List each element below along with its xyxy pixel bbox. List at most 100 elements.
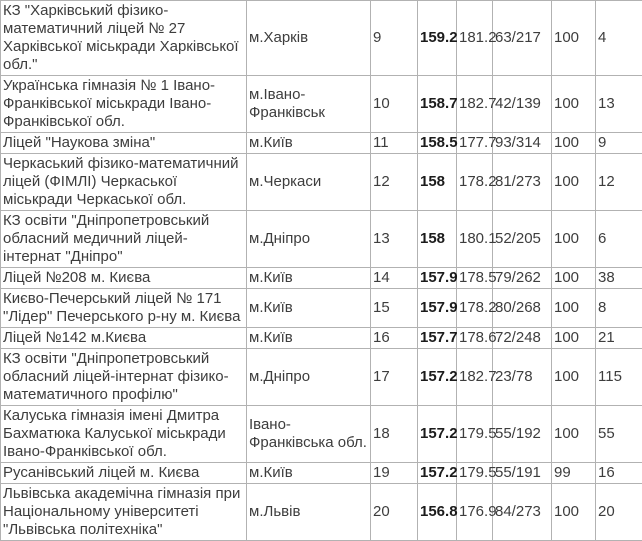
avg-score-cell: 180.1	[457, 211, 493, 268]
final-score-cell: 158.7	[418, 76, 457, 133]
ratio-cell: 42/139	[493, 76, 552, 133]
city-cell: м.Черкаси	[247, 154, 371, 211]
city-cell: м.Київ	[247, 289, 371, 328]
avg-score-cell: 179.5	[457, 463, 493, 484]
percent-cell: 100	[552, 211, 596, 268]
city-cell: м.Київ	[247, 328, 371, 349]
school-name-cell: Львівська академічна гімназія при Націон…	[1, 484, 247, 541]
percent-cell: 100	[552, 154, 596, 211]
avg-score-cell: 178.2	[457, 289, 493, 328]
table-row: КЗ "Харківський фізико-математичний ліце…	[1, 1, 642, 76]
final-score-cell: 157.7	[418, 328, 457, 349]
final-score-cell: 158	[418, 154, 457, 211]
school-name-cell: Ліцей №142 м.Києва	[1, 328, 247, 349]
table-row: Ліцей "Наукова зміна" м.Київ 11 158.5 17…	[1, 133, 642, 154]
school-name-cell: КЗ освіти "Дніпропетровський обласний ме…	[1, 211, 247, 268]
percent-cell: 100	[552, 406, 596, 463]
final-score-cell: 156.8	[418, 484, 457, 541]
count-cell: 115	[596, 349, 642, 406]
avg-score-cell: 182.7	[457, 349, 493, 406]
percent-cell: 100	[552, 484, 596, 541]
ratio-cell: 79/262	[493, 268, 552, 289]
school-name-cell: Черкаський фізико-математичний ліцей (ФІ…	[1, 154, 247, 211]
ratio-cell: 80/268	[493, 289, 552, 328]
percent-cell: 100	[552, 133, 596, 154]
avg-score-cell: 181.2	[457, 1, 493, 76]
city-cell: м.Київ	[247, 463, 371, 484]
count-cell: 8	[596, 289, 642, 328]
school-name-cell: КЗ освіти "Дніпропетровський обласний лі…	[1, 349, 247, 406]
avg-score-cell: 178.2	[457, 154, 493, 211]
rank-cell: 16	[371, 328, 418, 349]
rank-cell: 9	[371, 1, 418, 76]
final-score-cell: 158.5	[418, 133, 457, 154]
rank-cell: 18	[371, 406, 418, 463]
table-row: КЗ освіти "Дніпропетровський обласний лі…	[1, 349, 642, 406]
city-cell: м.Київ	[247, 133, 371, 154]
school-name-cell: КЗ "Харківський фізико-математичний ліце…	[1, 1, 247, 76]
rank-cell: 10	[371, 76, 418, 133]
city-cell: м.Дніпро	[247, 211, 371, 268]
count-cell: 55	[596, 406, 642, 463]
count-cell: 38	[596, 268, 642, 289]
count-cell: 21	[596, 328, 642, 349]
percent-cell: 100	[552, 349, 596, 406]
ratio-cell: 55/191	[493, 463, 552, 484]
school-name-cell: Українська гімназія № 1 Івано-Франківськ…	[1, 76, 247, 133]
rank-cell: 17	[371, 349, 418, 406]
rank-cell: 12	[371, 154, 418, 211]
avg-score-cell: 177.7	[457, 133, 493, 154]
final-score-cell: 157.9	[418, 268, 457, 289]
city-cell: м.Дніпро	[247, 349, 371, 406]
rank-cell: 14	[371, 268, 418, 289]
ratio-cell: 84/273	[493, 484, 552, 541]
count-cell: 12	[596, 154, 642, 211]
avg-score-cell: 178.6	[457, 328, 493, 349]
final-score-cell: 157.2	[418, 463, 457, 484]
percent-cell: 100	[552, 289, 596, 328]
table-row: Львівська академічна гімназія при Націон…	[1, 484, 642, 541]
count-cell: 4	[596, 1, 642, 76]
count-cell: 16	[596, 463, 642, 484]
table-row: Русанівський ліцей м. Києва м.Київ 19 15…	[1, 463, 642, 484]
final-score-cell: 159.2	[418, 1, 457, 76]
final-score-cell: 157.9	[418, 289, 457, 328]
percent-cell: 100	[552, 76, 596, 133]
table-row: Калуська гімназія імені Дмитра Бахматюка…	[1, 406, 642, 463]
rank-cell: 11	[371, 133, 418, 154]
school-name-cell: Ліцей "Наукова зміна"	[1, 133, 247, 154]
table-row: Ліцей №208 м. Києва м.Київ 14 157.9 178.…	[1, 268, 642, 289]
table-row: Українська гімназія № 1 Івано-Франківськ…	[1, 76, 642, 133]
ratio-cell: 81/273	[493, 154, 552, 211]
rank-cell: 15	[371, 289, 418, 328]
final-score-cell: 158	[418, 211, 457, 268]
avg-score-cell: 178.5	[457, 268, 493, 289]
school-name-cell: Ліцей №208 м. Києва	[1, 268, 247, 289]
avg-score-cell: 176.9	[457, 484, 493, 541]
rank-cell: 19	[371, 463, 418, 484]
ratio-cell: 55/192	[493, 406, 552, 463]
avg-score-cell: 179.5	[457, 406, 493, 463]
ratio-cell: 52/205	[493, 211, 552, 268]
school-name-cell: Русанівський ліцей м. Києва	[1, 463, 247, 484]
count-cell: 9	[596, 133, 642, 154]
rank-cell: 13	[371, 211, 418, 268]
city-cell: м.Харків	[247, 1, 371, 76]
ratio-cell: 63/217	[493, 1, 552, 76]
ratio-cell: 72/248	[493, 328, 552, 349]
ratio-cell: 23/78	[493, 349, 552, 406]
school-name-cell: Києво-Печерський ліцей № 171 "Лідер" Печ…	[1, 289, 247, 328]
percent-cell: 100	[552, 268, 596, 289]
rank-cell: 20	[371, 484, 418, 541]
city-cell: Івано-Франківська обл.	[247, 406, 371, 463]
city-cell: м.Львів	[247, 484, 371, 541]
avg-score-cell: 182.7	[457, 76, 493, 133]
school-name-cell: Калуська гімназія імені Дмитра Бахматюка…	[1, 406, 247, 463]
table-row: КЗ освіти "Дніпропетровський обласний ме…	[1, 211, 642, 268]
percent-cell: 100	[552, 328, 596, 349]
city-cell: м.Київ	[247, 268, 371, 289]
final-score-cell: 157.2	[418, 406, 457, 463]
percent-cell: 99	[552, 463, 596, 484]
